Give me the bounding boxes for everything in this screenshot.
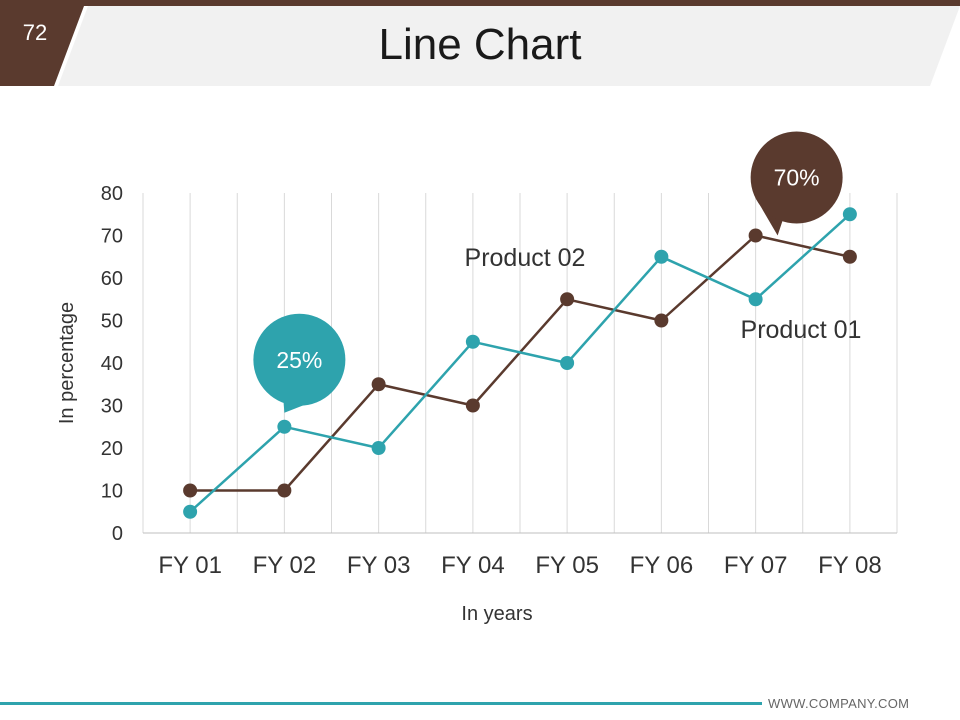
footer-line [0,702,762,705]
series-line [189,213,851,513]
data-point [748,228,763,243]
page-number-tab [0,6,84,86]
y-axis-label: In percentage [56,302,78,424]
value-callouts: 25% 70% [253,131,843,413]
page-number: 72 [22,20,48,45]
x-tick-label: FY 07 [724,552,788,579]
x-tick-label: FY 02 [253,552,317,579]
x-axis-label: In years [461,603,532,625]
y-tick-label: 10 [101,481,123,503]
x-axis-ticks: FY 01 FY 02 FY 03 FY 04 FY 05 FY 06 FY 07 FY 08 [158,552,881,579]
footer-website: WWW.COMPANY.COM [768,696,910,711]
data-point [371,377,386,392]
x-tick-label: FY 08 [818,552,882,579]
series-points [183,207,857,519]
callout-label: 70% [774,165,820,191]
y-tick-label: 0 [112,523,123,545]
x-tick-label: FY 03 [347,552,411,579]
top-accent-bar [0,0,960,6]
data-point [371,441,386,455]
data-point [465,398,480,413]
data-point [183,504,198,519]
callout-circle [750,131,843,224]
x-tick-label: FY 04 [441,552,505,579]
y-tick-label: 80 [101,183,123,205]
y-tick-label: 20 [101,438,123,460]
y-tick-label: 60 [101,268,123,290]
series-lines [189,213,851,513]
data-point [560,356,575,370]
data-point [842,207,857,222]
y-axis-ticks: 0 10 20 30 40 50 60 70 80 [101,183,123,545]
data-point [654,249,669,264]
data-point [842,249,857,264]
data-point [465,334,480,349]
series-name-label: Product 01 [741,316,862,344]
title-band [0,6,960,86]
data-point [183,483,198,498]
y-tick-label: 40 [101,353,123,375]
data-point [654,313,669,328]
y-tick-label: 30 [101,396,123,418]
title-band-background [58,6,960,86]
page-title: Line Chart [378,20,582,69]
callout-bubble: 25% [253,313,346,413]
y-tick-label: 70 [101,226,123,248]
series-name-label: Product 02 [465,244,586,272]
y-tick-label: 50 [101,311,123,333]
x-tick-label: FY 05 [535,552,599,579]
callout-circle [253,313,346,406]
data-point [277,483,292,498]
x-tick-label: FY 06 [630,552,694,579]
data-point [277,419,292,434]
data-point [560,292,575,307]
callout-bubble: 70% [750,131,843,236]
data-point [748,292,763,307]
callout-label: 25% [276,347,322,373]
series-labels: Product 01 Product 02 [465,244,862,344]
x-tick-label: FY 01 [158,552,222,579]
